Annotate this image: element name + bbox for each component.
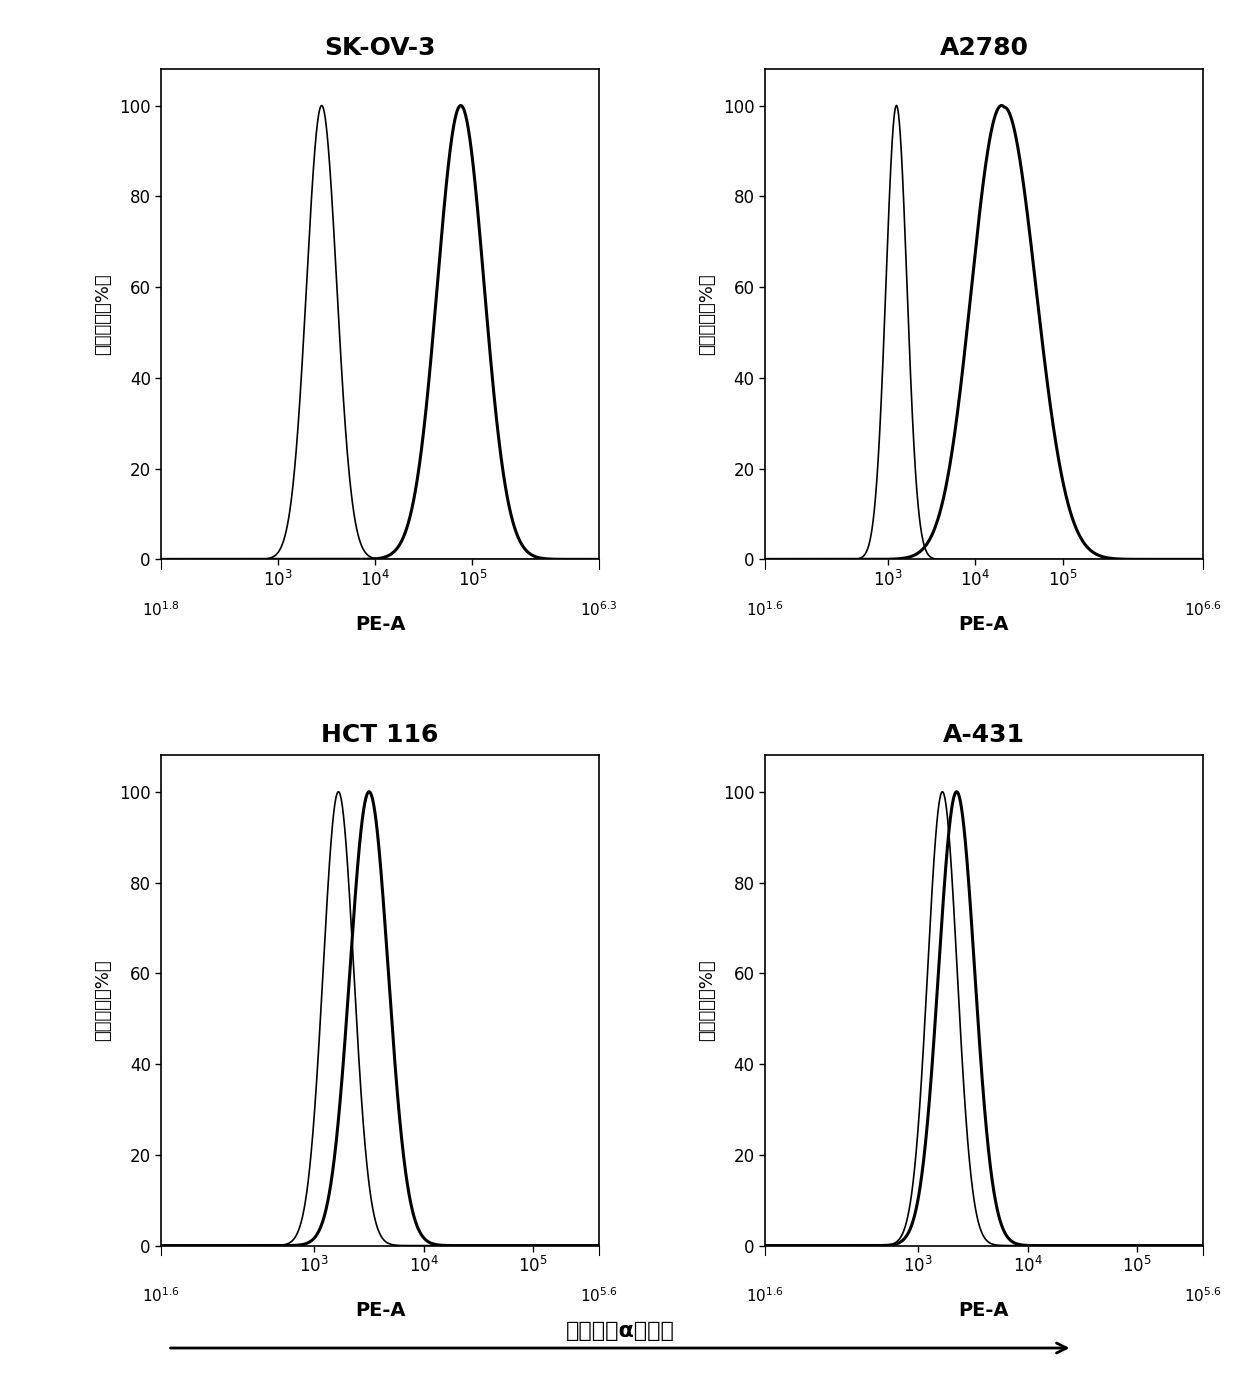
X-axis label: PE-A: PE-A <box>355 1301 405 1320</box>
Text: 叶酸受体α的表达: 叶酸受体α的表达 <box>565 1322 675 1341</box>
Text: $10^{6.6}$: $10^{6.6}$ <box>1184 601 1221 619</box>
Title: HCT 116: HCT 116 <box>321 722 439 746</box>
Title: SK-OV-3: SK-OV-3 <box>325 36 435 61</box>
X-axis label: PE-A: PE-A <box>959 1301 1009 1320</box>
Y-axis label: 细胞计数（%）: 细胞计数（%） <box>698 959 717 1041</box>
X-axis label: PE-A: PE-A <box>959 614 1009 634</box>
Text: $10^{5.6}$: $10^{5.6}$ <box>580 1287 618 1305</box>
Title: A2780: A2780 <box>940 36 1028 61</box>
Y-axis label: 细胞计数（%）: 细胞计数（%） <box>94 959 112 1041</box>
Y-axis label: 细胞计数（%）: 细胞计数（%） <box>698 274 717 356</box>
Title: A-431: A-431 <box>942 722 1025 746</box>
X-axis label: PE-A: PE-A <box>355 614 405 634</box>
Text: $10^{1.8}$: $10^{1.8}$ <box>143 601 180 619</box>
Text: $10^{6.3}$: $10^{6.3}$ <box>580 601 618 619</box>
Text: $10^{1.6}$: $10^{1.6}$ <box>143 1287 180 1305</box>
Text: $10^{1.6}$: $10^{1.6}$ <box>746 1287 784 1305</box>
Text: $10^{5.6}$: $10^{5.6}$ <box>1184 1287 1221 1305</box>
Text: $10^{1.6}$: $10^{1.6}$ <box>746 601 784 619</box>
Y-axis label: 细胞计数（%）: 细胞计数（%） <box>94 274 112 356</box>
